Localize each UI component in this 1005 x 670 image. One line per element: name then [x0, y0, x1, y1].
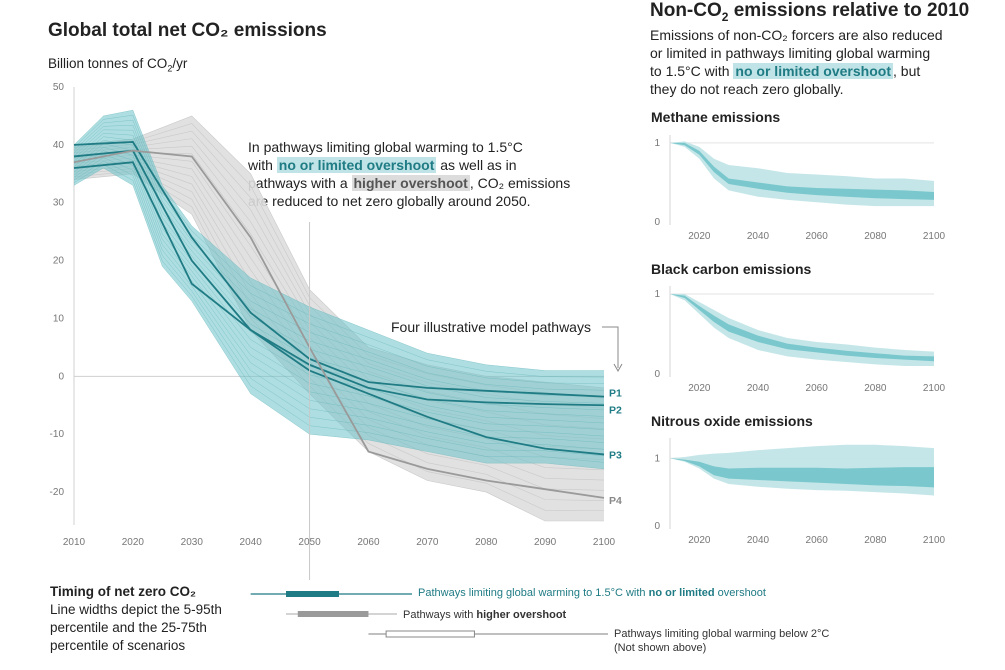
x-tick-label: 2020 [122, 537, 145, 548]
main-chart-title: Global total net CO₂ emissions [48, 20, 327, 41]
no-or-limited-overshoot-band [74, 110, 604, 469]
black-carbon-emissions-x-tick: 2040 [747, 383, 770, 394]
pathways-pointer-arrow [613, 363, 623, 373]
x-tick-label: 2040 [240, 537, 263, 548]
pathway-label-p2: P2 [609, 404, 622, 416]
x-tick-label: 2090 [534, 537, 557, 548]
teal-scenario-line [73, 114, 605, 378]
pathway-p3 [73, 161, 605, 456]
y-tick-label: 40 [53, 140, 65, 151]
right-title: Non-CO2 emissions relative to 2010 [650, 0, 970, 24]
methane-emissions-x-tick: 2040 [747, 231, 770, 242]
timing-row-3-range-25-75 [385, 630, 475, 638]
pathway-p2 [73, 149, 605, 407]
highlight-right-no-or-limited: no or limited overshoot [733, 63, 893, 79]
methane-emissions-x-tick: 2080 [864, 231, 887, 242]
methane-emissions-x-tick: 2020 [688, 231, 711, 242]
teal-scenario-line [73, 124, 605, 391]
methane-emissions-x-tick: 2100 [923, 231, 946, 242]
methane-emissions-inner-band [670, 142, 934, 200]
x-tick-label: 2080 [475, 537, 498, 548]
highlight-higher-overshoot: higher overshoot [351, 175, 470, 191]
main-chart-annotation: In pathways limiting global warming to 1… [248, 139, 571, 209]
pathways-pointer [602, 326, 619, 368]
timing-block: Timing of net zero CO₂ Line widths depic… [50, 584, 222, 653]
teal-scenario-line [73, 119, 605, 384]
y-tick-label: 0 [58, 371, 64, 382]
main-chart-y-label: Billion tonnes of CO2/yr [48, 56, 188, 74]
methane-emissions-x-tick: 2060 [806, 231, 829, 242]
teal-scenario-line [73, 136, 605, 411]
non-co2-charts: 1 0 2020 2040 2060 2080 2100 1 0 2020 2040 2060 2080… [654, 135, 946, 546]
y-tick-label: 50 [53, 82, 65, 93]
nitrous-oxide-emissions-x-tick: 2040 [747, 535, 770, 546]
black-carbon-emissions-x-tick: 2060 [806, 383, 829, 394]
black-carbon-emissions-y-tick: 0 [654, 369, 660, 380]
teal-scenario-line [73, 164, 605, 463]
legend-1p5: Pathways limiting global warming to 1.5°… [418, 587, 766, 599]
x-tick-label: 2010 [63, 537, 86, 548]
black-carbon-title: Black carbon emissions [651, 261, 812, 277]
black-carbon-emissions-x-tick: 2100 [923, 383, 946, 394]
black-carbon-emissions-x-tick: 2020 [688, 383, 711, 394]
teal-scenario-line [73, 143, 605, 424]
teal-scenario-line [73, 150, 605, 437]
legend-below-2c: Pathways limiting global warming below 2… [614, 628, 830, 654]
nitrous-oxide-emissions-x-tick: 2080 [864, 535, 887, 546]
timing-row-2-range-25-75 [297, 611, 369, 617]
y-tick-label: 20 [53, 256, 65, 267]
y-tick-label: 10 [53, 313, 65, 324]
highlight-no-or-limited-overshoot: no or limited overshoot [276, 157, 437, 173]
teal-scenario-line [73, 157, 605, 450]
pathway-label-p1: P1 [609, 388, 622, 400]
pathway-label-p3: P3 [609, 449, 622, 461]
pathway-label-p4: P4 [609, 495, 622, 507]
black-carbon-emissions-outer-band [670, 294, 934, 366]
pathways-label: Four illustrative model pathways [391, 319, 591, 335]
timing-chart [250, 591, 608, 638]
teal-scenario-line [73, 167, 605, 470]
teal-scenario-line [73, 139, 605, 417]
legend-higher-overshoot: Pathways with higher overshoot [403, 609, 567, 621]
x-tick-label: 2100 [593, 537, 616, 548]
black-carbon-emissions-x-tick: 2080 [864, 383, 887, 394]
pathway-p1 [73, 141, 605, 398]
x-tick-label: 2060 [357, 537, 380, 548]
y-tick-label: -10 [50, 429, 65, 440]
x-tick-label: 2070 [416, 537, 439, 548]
black-carbon-emissions-y-tick: 1 [654, 289, 660, 300]
teal-scenario-line [73, 133, 605, 404]
x-tick-label: 2030 [181, 537, 204, 548]
nitrous-oxide-emissions-y-tick: 0 [654, 521, 660, 532]
timing-title: Timing of net zero CO₂ [50, 584, 197, 599]
nitrous-oxide-emissions-inner-band [670, 458, 934, 488]
nitrous-oxide-emissions-x-tick: 2020 [688, 535, 711, 546]
nitrous-oxide-emissions-x-tick: 2100 [923, 535, 946, 546]
nitrous-oxide-emissions-y-tick: 1 [654, 453, 660, 464]
teal-scenario-line [73, 146, 605, 430]
right-description: Emissions of non-CO₂ forcers are also re… [650, 27, 943, 97]
methane-title: Methane emissions [651, 109, 781, 125]
nitrous-oxide-emissions-x-tick: 2060 [806, 535, 829, 546]
timing-row-1-range-25-75 [286, 591, 339, 597]
black-carbon-emissions-inner-band [670, 294, 934, 362]
nitrous-oxide-title: Nitrous oxide emissions [651, 413, 813, 429]
methane-emissions-y-tick: 0 [654, 217, 660, 228]
y-tick-label: 30 [53, 198, 65, 209]
teal-scenario-line [73, 160, 605, 457]
pathway-p4 [73, 149, 605, 499]
methane-emissions-y-tick: 1 [654, 138, 660, 149]
y-tick-label: -20 [50, 487, 65, 498]
